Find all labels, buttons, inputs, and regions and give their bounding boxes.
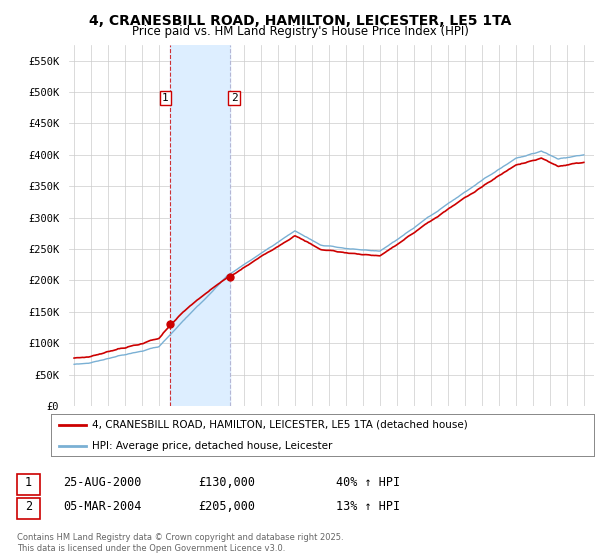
Text: 1: 1 xyxy=(25,476,32,489)
Text: 13% ↑ HPI: 13% ↑ HPI xyxy=(336,500,400,514)
Text: 40% ↑ HPI: 40% ↑ HPI xyxy=(336,476,400,489)
Text: 1: 1 xyxy=(162,93,169,103)
Text: HPI: Average price, detached house, Leicester: HPI: Average price, detached house, Leic… xyxy=(92,441,332,451)
Text: 2: 2 xyxy=(25,500,32,514)
Text: 4, CRANESBILL ROAD, HAMILTON, LEICESTER, LE5 1TA (detached house): 4, CRANESBILL ROAD, HAMILTON, LEICESTER,… xyxy=(92,420,467,430)
Text: Price paid vs. HM Land Registry's House Price Index (HPI): Price paid vs. HM Land Registry's House … xyxy=(131,25,469,38)
Bar xyxy=(170,45,230,406)
Text: £205,000: £205,000 xyxy=(198,500,255,514)
Text: 2: 2 xyxy=(230,93,238,103)
Text: £130,000: £130,000 xyxy=(198,476,255,489)
Text: 4, CRANESBILL ROAD, HAMILTON, LEICESTER, LE5 1TA: 4, CRANESBILL ROAD, HAMILTON, LEICESTER,… xyxy=(89,14,511,28)
Text: 05-MAR-2004: 05-MAR-2004 xyxy=(63,500,142,514)
Text: Contains HM Land Registry data © Crown copyright and database right 2025.
This d: Contains HM Land Registry data © Crown c… xyxy=(17,533,343,553)
Text: 25-AUG-2000: 25-AUG-2000 xyxy=(63,476,142,489)
